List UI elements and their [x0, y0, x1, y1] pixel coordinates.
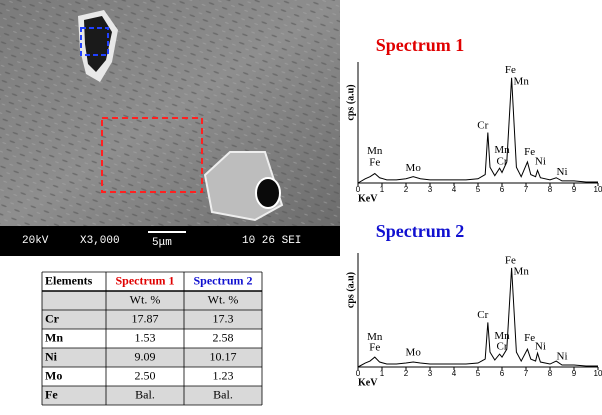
inclusion: [255, 177, 281, 209]
sem-texture: [0, 0, 340, 226]
element: Mo: [45, 368, 62, 382]
spectrum-1-region: [101, 117, 203, 193]
peak-label: Cr: [477, 120, 488, 132]
x-tick-label: 5: [476, 185, 481, 194]
x-tick-label: 6: [500, 369, 505, 378]
column-header: Elements: [45, 273, 93, 287]
x-tick-label: 10: [594, 369, 602, 378]
peak-label: Mn: [494, 144, 510, 156]
x-tick-label: 7: [524, 369, 529, 378]
peak-label: Cr: [497, 155, 508, 167]
x-axis-label: KeV: [358, 193, 378, 204]
peak-label: Mn: [494, 330, 510, 342]
peak-label: Cr: [477, 309, 488, 321]
row-shade: [42, 386, 262, 405]
y-axis-label: cps (a.u): [345, 272, 356, 308]
x-tick-label: 6: [500, 185, 505, 194]
pit: [84, 16, 112, 72]
row-shade: [42, 310, 262, 329]
x-tick-label: 10: [594, 185, 602, 194]
spectrum-line: [357, 267, 598, 368]
wt-value: 17.3: [213, 311, 234, 325]
y-axis-label: cps (a.u): [345, 84, 356, 120]
peak-label: Fe: [505, 64, 516, 76]
wt-value: 1.23: [213, 368, 234, 382]
spectrum-2-region: [80, 27, 109, 56]
peak-label: Ni: [535, 341, 546, 353]
image-info: 10 26 SEI: [242, 235, 301, 247]
peak-label: Ni: [557, 351, 568, 363]
wt-value: 10.17: [210, 349, 237, 363]
wt-value: 2.58: [213, 330, 234, 344]
row-shade: [42, 348, 262, 367]
x-tick-label: 5: [476, 369, 481, 378]
row-shade: [42, 291, 262, 310]
element: Fe: [45, 387, 58, 401]
wt-value: Bal.: [213, 387, 233, 401]
wt-value: 9.09: [135, 349, 156, 363]
peak-label: Mo: [406, 162, 422, 174]
peak-label: Ni: [557, 166, 568, 178]
x-tick-label: 4: [452, 369, 457, 378]
element: Mn: [45, 330, 63, 344]
element: Cr: [45, 311, 60, 325]
voltage: 20kV: [22, 235, 49, 247]
wt-value: Bal.: [135, 387, 155, 401]
peak-label: Fe: [524, 332, 535, 344]
chart-title: Spectrum 1: [376, 35, 465, 55]
sem-image: 20kV X3,000 5μm 10 26 SEI: [0, 0, 340, 256]
wt-value: 2.50: [135, 368, 156, 382]
peak-label: Fe: [369, 157, 380, 169]
x-tick-label: 1: [380, 185, 385, 194]
x-tick-label: 1: [380, 369, 385, 378]
unit: Wt. %: [130, 292, 161, 306]
peak-label: Fe: [524, 146, 535, 158]
peak-label: Cr: [497, 341, 508, 353]
peak-label: Mn: [514, 76, 530, 88]
x-tick-label: 7: [524, 185, 529, 194]
wt-value: 1.53: [135, 330, 156, 344]
magnification: X3,000: [80, 235, 120, 247]
x-tick-label: 0: [356, 369, 361, 378]
peak-label: Fe: [369, 342, 380, 354]
x-tick-label: 2: [404, 185, 409, 194]
x-tick-label: 2: [404, 369, 409, 378]
peak-label: Mn: [367, 145, 383, 157]
peak-label: Mn: [514, 265, 530, 277]
x-tick-label: 9: [572, 369, 577, 378]
column-header: Spectrum 2: [194, 273, 253, 287]
x-tick-label: 0: [356, 185, 361, 194]
peak-label: Ni: [535, 155, 546, 167]
peak-label: Fe: [505, 254, 516, 266]
peak-label: Mn: [367, 331, 383, 343]
x-axis-label: KeV: [358, 377, 378, 388]
x-tick-label: 9: [572, 185, 577, 194]
chart-title: Spectrum 2: [376, 221, 465, 241]
scale-label: 5μm: [152, 237, 172, 249]
column-header: Spectrum 1: [116, 273, 175, 287]
x-tick-label: 8: [548, 185, 553, 194]
x-tick-label: 8: [548, 369, 553, 378]
peak-label: Mo: [406, 347, 422, 359]
composition-table: Elements Spectrum 1 Spectrum 2 Wt. % Wt. % Cr…: [41, 271, 263, 406]
x-tick-label: 3: [428, 185, 433, 194]
spectrum-line: [357, 77, 598, 184]
x-tick-label: 4: [452, 185, 457, 194]
unit: Wt. %: [208, 292, 239, 306]
wt-value: 17.87: [132, 311, 159, 325]
x-tick-label: 3: [428, 369, 433, 378]
element: Ni: [45, 349, 58, 363]
